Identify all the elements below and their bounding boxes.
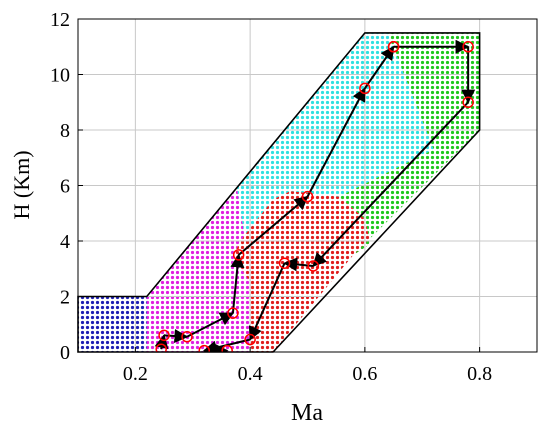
waypoint-marker (387, 41, 400, 53)
ticks-layer: 0.2 0.4 0.6 0.8 0 2 4 6 8 10 12 (50, 9, 492, 385)
waypoint-marker (307, 260, 319, 272)
trajectory-segment (312, 101, 469, 267)
y-tick-label: 10 (50, 65, 70, 87)
trajectory-segment (248, 262, 286, 341)
y-tick-label: 4 (60, 231, 70, 253)
trajectory-segment (186, 312, 235, 338)
y-tick-label: 2 (60, 287, 70, 309)
trajectory-layer (154, 39, 476, 352)
x-tick-label: 0.4 (238, 363, 263, 385)
waypoint-marker (221, 344, 233, 352)
x-tick-label: 0.6 (352, 363, 377, 385)
trajectory-segment (230, 253, 245, 314)
waypoint-marker (462, 96, 474, 108)
region-layer (78, 32, 480, 352)
y-tick-label: 8 (60, 120, 70, 142)
x-axis-label: Ma (291, 400, 323, 426)
flight-envelope-outline (77, 32, 481, 353)
waypoint-marker (301, 190, 314, 203)
waypoint-marker (181, 330, 193, 343)
waypoint-marker (244, 333, 256, 346)
trajectory-segment (364, 45, 395, 89)
y-tick-label: 6 (60, 176, 70, 198)
waypoint-marker (359, 82, 371, 95)
trajectory-segment (154, 333, 169, 350)
waypoint-marker (198, 344, 210, 352)
waypoint-marker (158, 329, 170, 342)
x-tick-label: 0.8 (467, 363, 492, 385)
region-1 (78, 296, 147, 352)
trajectory-segment (306, 87, 366, 198)
y-tick-label: 12 (50, 9, 70, 31)
trajectory-segment (238, 195, 309, 256)
waypoint-marker (232, 249, 245, 261)
region-3 (235, 32, 434, 236)
trajectory-segment (164, 328, 189, 343)
waypoint-marker (462, 41, 474, 53)
y-tick-label: 0 (60, 342, 70, 364)
x-tick-label: 0.2 (123, 363, 148, 385)
y-axis-label: H (Km) (9, 150, 34, 219)
region-5 (339, 32, 480, 255)
waypoint-marker (155, 343, 167, 352)
waypoint-marker (227, 307, 239, 319)
waypoint-marker (278, 257, 291, 269)
region-2 (146, 179, 251, 352)
